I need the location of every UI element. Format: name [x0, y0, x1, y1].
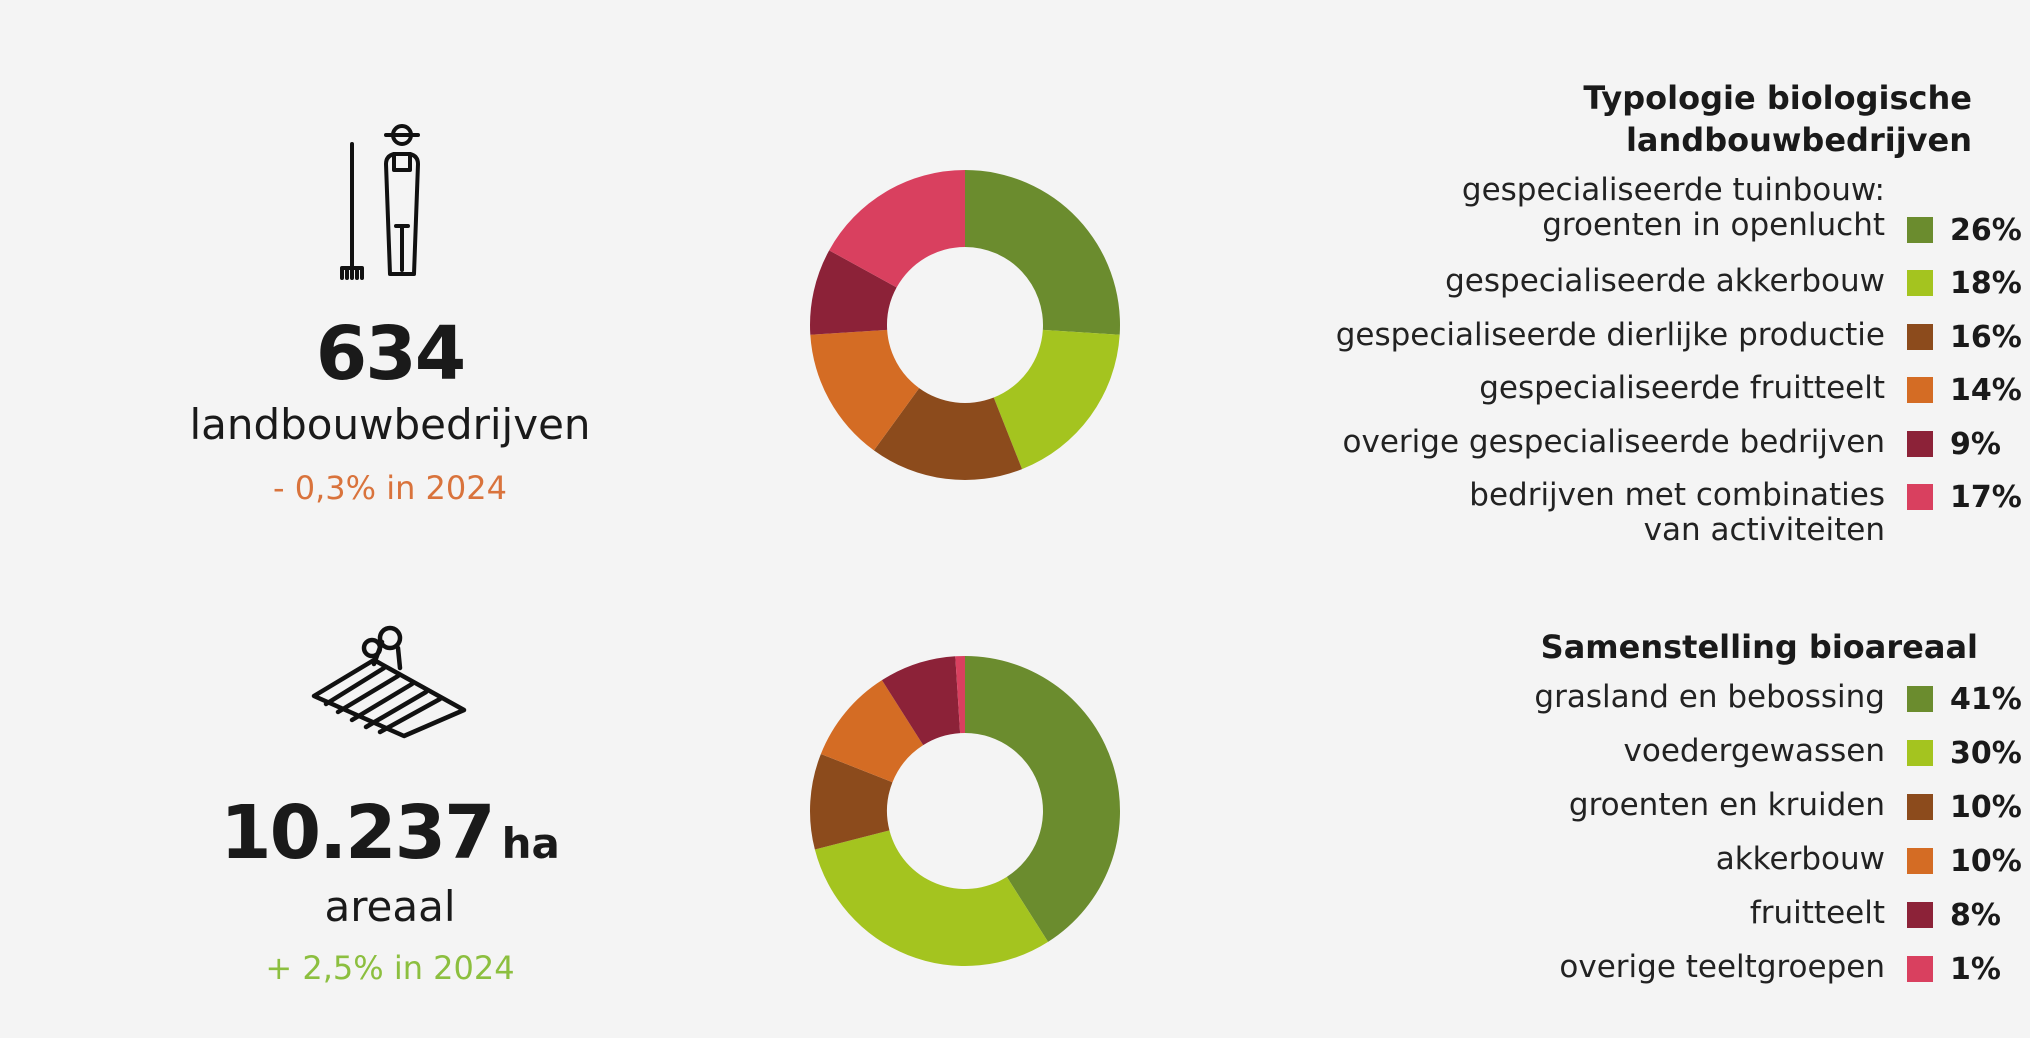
legend-value: 8% — [1950, 898, 2001, 933]
farm-type-legend-title-line1: Typologie biologische — [1583, 79, 1972, 117]
donut-slice — [881, 656, 961, 746]
legend-item: gespecialiseerde dierlijke productie 16% — [1290, 318, 2030, 358]
legend-value: 14% — [1950, 373, 2022, 408]
area-stat: 10.237 ha areaal + 2,5% in 2024 — [140, 519, 640, 1038]
legend-label: fruitteelt — [1749, 895, 1885, 931]
legend-swatch — [1907, 848, 1933, 874]
legend-value: 30% — [1950, 736, 2022, 771]
legend-label-line2: groenten in openlucht — [1542, 207, 1885, 243]
farm-type-legend: Typologie biologische landbouwbedrijven … — [1030, 0, 2030, 548]
legend-label: gespecialiseerde akkerbouw — [1445, 263, 1885, 299]
legend-value: 16% — [1950, 320, 2022, 355]
legend-swatch — [1907, 740, 1933, 766]
legend-value: 1% — [1950, 952, 2001, 987]
legend-item: gespecialiseerde akkerbouw 18% — [1290, 264, 2030, 304]
farm-type-donut — [810, 170, 1120, 481]
farm-count-label: landbouwbedrijven — [189, 400, 591, 449]
legend-swatch — [1907, 686, 1933, 712]
legend-label: akkerbouw — [1715, 841, 1885, 877]
legend-label: overige gespecialiseerde bedrijven — [1342, 424, 1885, 460]
area-total: 10.237 ha — [140, 792, 640, 885]
area-total-value: 10.237 — [220, 790, 496, 876]
donut-slice — [829, 170, 965, 288]
legend-label: gespecialiseerde fruitteelt — [1479, 370, 1885, 406]
legend-item: groenten en kruiden 10% — [1290, 788, 2030, 828]
farm-count-change: - 0,3% in 2024 — [273, 469, 507, 507]
legend-swatch — [1907, 270, 1933, 296]
legend-swatch — [1907, 217, 1933, 243]
legend-item: voedergewassen 30% — [1290, 734, 2030, 774]
legend-label: bedrijven met combinaties van activiteit… — [1469, 478, 1885, 548]
legend-value: 9% — [1950, 427, 2001, 462]
farmer-with-pitchfork-icon — [338, 118, 438, 284]
bio-area-donut — [810, 656, 1120, 966]
legend-item: gespecialiseerde fruitteelt 14% — [1290, 371, 2030, 411]
area-label: areaal — [324, 882, 456, 931]
farm-count: 634 — [140, 313, 640, 395]
legend-item: bedrijven met combinaties van activiteit… — [1290, 478, 2030, 548]
donut-slice — [955, 656, 965, 734]
legend-label-line1: bedrijven met combinaties — [1469, 477, 1885, 513]
donut-slice — [873, 388, 1023, 481]
donut-slice — [810, 753, 893, 850]
legend-swatch — [1907, 377, 1933, 403]
donut-slice — [965, 170, 1120, 335]
area-panel: 10.237 ha areaal + 2,5% in 2024 Samenstel… — [0, 519, 2030, 1038]
bio-area-legend: Samenstelling bioareaal grasland en bebo… — [1030, 519, 2030, 1038]
area-change: + 2,5% in 2024 — [265, 949, 515, 987]
legend-value: 17% — [1950, 480, 2022, 515]
plowed-field-icon — [308, 624, 472, 744]
donut-slice — [814, 830, 1049, 966]
legend-item: overige gespecialiseerde bedrijven 9% — [1290, 425, 2030, 465]
legend-label: gespecialiseerde dierlijke productie — [1335, 317, 1885, 353]
legend-label: groenten en kruiden — [1568, 787, 1885, 823]
legend-item: gespecialiseerde tuinbouw: groenten in o… — [1290, 173, 2030, 251]
legend-swatch — [1907, 794, 1933, 820]
legend-swatch — [1907, 431, 1933, 457]
farm-type-legend-title: Typologie biologische landbouwbedrijven — [1452, 77, 1972, 161]
legend-value: 10% — [1950, 844, 2022, 879]
donut-slice — [993, 329, 1120, 470]
legend-value: 41% — [1950, 682, 2022, 717]
donut-slice — [820, 680, 924, 783]
legend-swatch — [1907, 324, 1933, 350]
legend-value: 10% — [1950, 790, 2022, 825]
legend-label: gespecialiseerde tuinbouw: groenten in o… — [1462, 173, 1885, 243]
legend-swatch — [1907, 902, 1933, 928]
farm-count-value: 634 — [315, 311, 466, 397]
legend-item: grasland en bebossing 41% — [1290, 680, 2030, 720]
area-total-unit: ha — [501, 819, 560, 868]
donut-slice — [810, 250, 897, 335]
legend-value: 26% — [1950, 213, 2022, 248]
farms-panel: 634 landbouwbedrijven - 0,3% in 2024 Typ… — [140, 0, 2030, 548]
donut-slice — [810, 329, 920, 451]
legend-item: overige teeltgroepen 1% — [1290, 950, 2030, 990]
farm-type-legend-title-line2: landbouwbedrijven — [1625, 121, 1972, 159]
legend-item: fruitteelt 8% — [1290, 896, 2030, 936]
legend-swatch — [1907, 484, 1933, 510]
legend-swatch — [1907, 956, 1933, 982]
donut-slice — [965, 656, 1120, 942]
legend-label: grasland en bebossing — [1534, 679, 1885, 715]
legend-label-line2: van activiteiten — [1643, 512, 1885, 548]
legend-label-line1: gespecialiseerde tuinbouw: — [1461, 172, 1885, 208]
legend-label: voedergewassen — [1623, 733, 1885, 769]
legend-value: 18% — [1950, 266, 2022, 301]
legend-item: akkerbouw 10% — [1290, 842, 2030, 882]
legend-label: overige teeltgroepen — [1559, 949, 1885, 985]
farms-stat: 634 landbouwbedrijven - 0,3% in 2024 — [140, 0, 640, 519]
bio-area-legend-title: Samenstelling bioareaal — [1540, 628, 1978, 666]
